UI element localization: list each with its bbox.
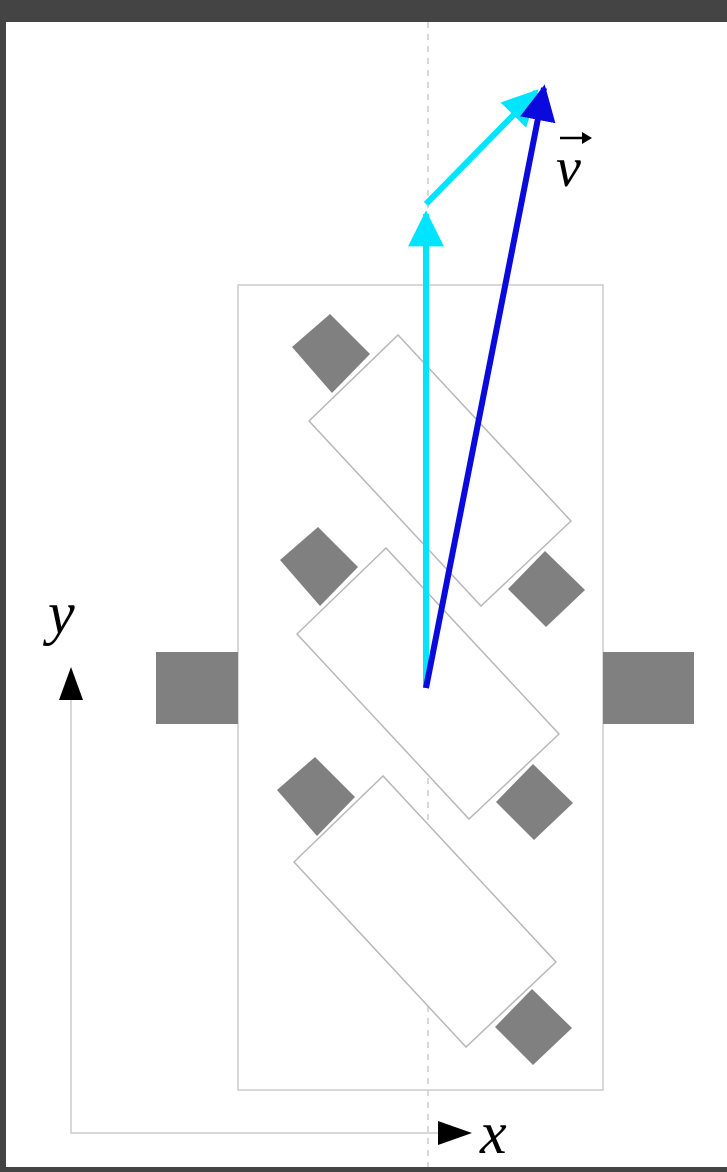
right-hub	[603, 652, 694, 724]
velocity-component-roller-arrow	[423, 89, 539, 207]
velocity-resultant-arrow	[423, 84, 556, 689]
velocity-vector-accent-icon	[560, 132, 592, 144]
velocity-label: v	[556, 137, 581, 199]
roller-bottom-end-upper	[277, 757, 355, 836]
roller-top	[292, 314, 585, 627]
x-axis-label: x	[479, 1100, 507, 1166]
axes-lines	[70, 700, 438, 1134]
roller-bottom-body	[292, 774, 558, 1049]
roller-bottom-end-lower	[495, 989, 572, 1065]
y-axis-label: y	[42, 580, 75, 646]
roller-top-end-lower	[508, 551, 585, 627]
x-axis-arrowhead-icon	[438, 1121, 472, 1145]
roller-middle-end-lower	[496, 764, 573, 840]
roller-middle-end-upper	[280, 527, 358, 606]
roller-top-end-upper	[292, 314, 370, 393]
y-axis-arrowhead-icon	[59, 667, 83, 700]
left-hub	[156, 652, 238, 724]
roller-bottom	[277, 757, 572, 1065]
